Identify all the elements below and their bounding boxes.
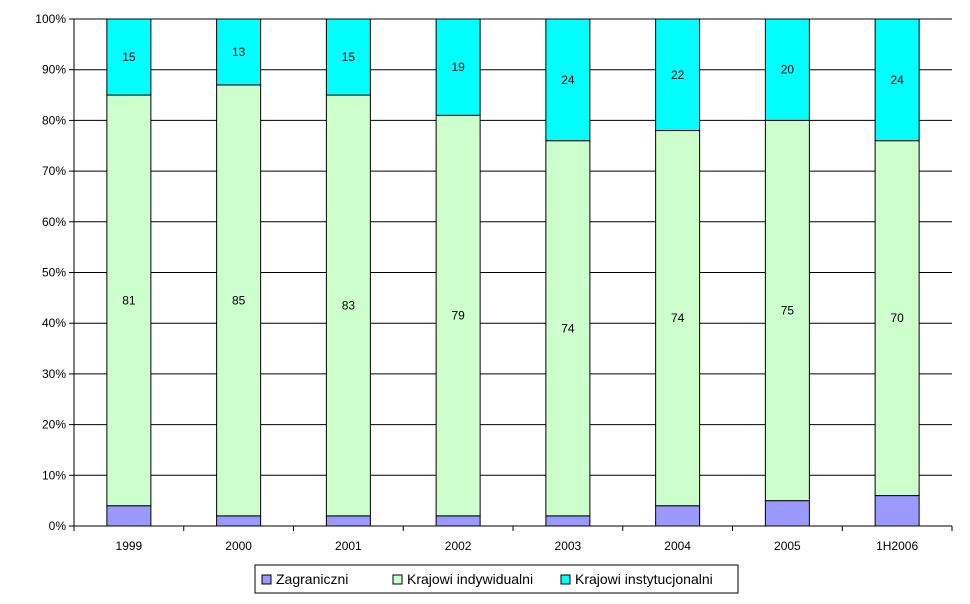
bar-segment — [655, 130, 701, 507]
bar-segment — [435, 18, 481, 116]
x-tick-label: 1999 — [116, 539, 143, 553]
legend-swatch — [560, 574, 571, 585]
legend-box — [254, 564, 739, 594]
data-label: 70 — [890, 311, 904, 325]
bars: 4811528513283152791927424474225752067024 — [106, 18, 920, 527]
bar-segment — [655, 18, 701, 132]
y-tick-label: 40% — [42, 316, 66, 330]
data-label: 19 — [451, 60, 465, 74]
x-tick-label: 2002 — [445, 539, 472, 553]
bar-segment — [216, 515, 262, 527]
bar-segment — [655, 505, 701, 527]
x-tick-label: 2005 — [774, 539, 801, 553]
y-tick-label: 0% — [49, 519, 67, 533]
bar-segment — [106, 505, 152, 527]
bar-segment — [874, 140, 920, 497]
data-label: 83 — [342, 298, 356, 312]
bar-segment — [764, 119, 810, 502]
bar-segment — [874, 495, 920, 527]
data-label: 13 — [232, 45, 246, 59]
x-tick-label: 2000 — [225, 539, 252, 553]
data-label: 74 — [671, 311, 685, 325]
y-tick-label: 80% — [42, 113, 66, 127]
legend-label: Krajowi instytucjonalni — [575, 571, 713, 587]
bar-segment — [216, 84, 262, 517]
bar-segment — [325, 94, 371, 517]
y-tick-label: 30% — [42, 367, 66, 381]
x-tick-label: 2003 — [555, 539, 582, 553]
data-label: 74 — [561, 321, 575, 335]
y-tick-label: 50% — [42, 266, 66, 280]
bar-segment — [435, 515, 481, 527]
bar-segment — [106, 94, 152, 507]
bar-segment — [874, 18, 920, 142]
data-label: 15 — [342, 50, 356, 64]
data-label: 79 — [451, 309, 465, 323]
legend-label: Zagraniczni — [276, 571, 348, 587]
legend-swatch — [392, 574, 403, 585]
x-tick-label: 2001 — [335, 539, 362, 553]
x-tick-label: 2004 — [664, 539, 691, 553]
data-label: 20 — [781, 63, 795, 77]
y-tick-label: 60% — [42, 215, 66, 229]
bar-segment — [216, 18, 262, 86]
y-tick-label: 100% — [35, 12, 66, 26]
gridlines — [74, 18, 952, 476]
legend: Zagraniczni Krajowi indywidualni Krajowi i… — [254, 564, 739, 594]
data-label: 15 — [122, 50, 136, 64]
y-tick-label: 10% — [42, 468, 66, 482]
y-axis-ticks: 0% 10% 20% 30% 40% 50% 60% 70% 80% 90% 100% — [35, 12, 74, 533]
bar-segment — [764, 18, 810, 121]
bar-segment — [545, 515, 591, 527]
data-label: 22 — [671, 68, 685, 82]
y-tick-label: 90% — [42, 63, 66, 77]
data-label: 75 — [781, 304, 795, 318]
data-label: 85 — [232, 293, 246, 307]
bar-segment — [325, 515, 371, 527]
legend-swatch — [261, 574, 272, 585]
bar-segment — [545, 140, 591, 517]
data-label: 24 — [561, 73, 575, 87]
bar-segment — [764, 500, 810, 527]
y-tick-label: 20% — [42, 418, 66, 432]
data-label: 81 — [122, 293, 136, 307]
bar-segment — [545, 18, 591, 142]
y-tick-label: 70% — [42, 164, 66, 178]
x-tick-label: 1H2006 — [876, 539, 918, 553]
bar-segment — [435, 114, 481, 517]
data-label: 24 — [890, 73, 904, 87]
bar-segment — [325, 18, 371, 96]
legend-label: Krajowi indywidualni — [407, 571, 533, 587]
x-axis-ticks: 1999 2000 2001 2002 2003 2004 2005 1H2006 — [73, 526, 953, 553]
bar-segment — [106, 18, 152, 96]
